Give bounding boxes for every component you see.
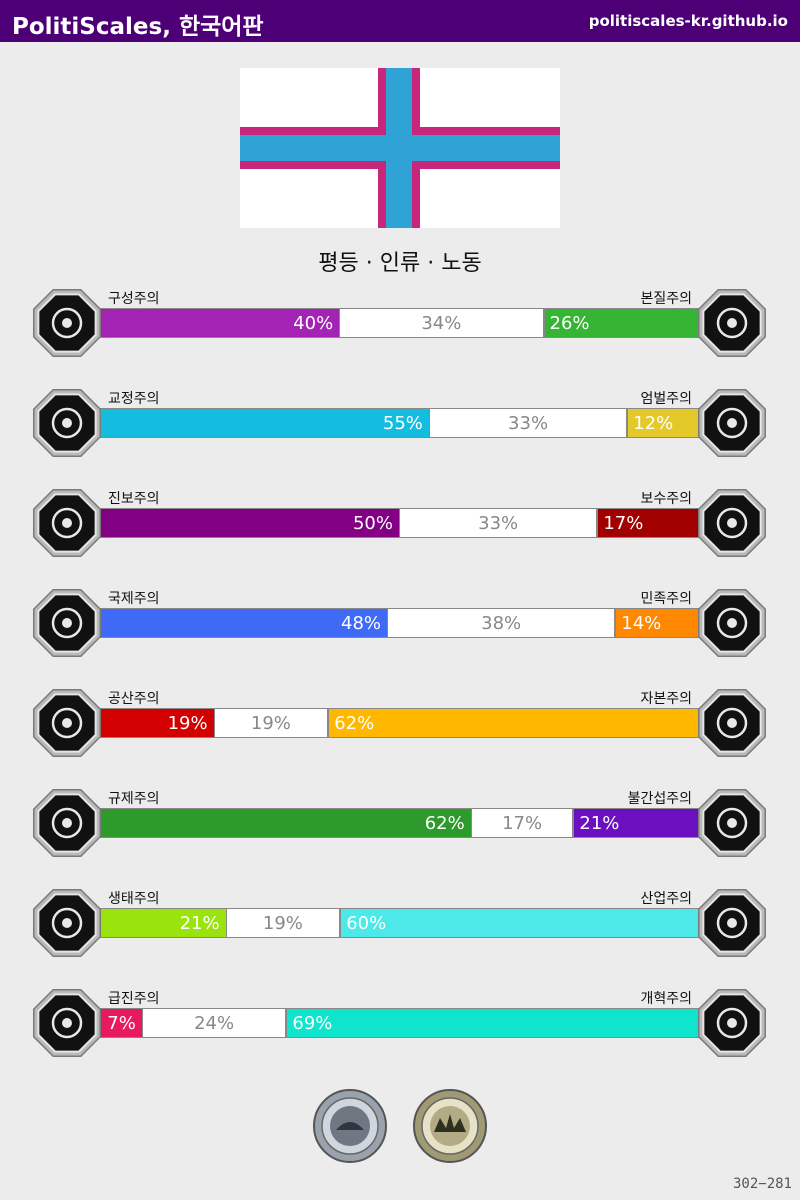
axis-right-segment: 14% <box>615 609 699 637</box>
ideology-title: 평등 · 인류 · 노동 <box>318 251 482 276</box>
handshake-icon <box>30 386 104 460</box>
app-header: PolitiScales, 한국어판 politiscales-kr.githu… <box>0 0 800 42</box>
axis-left-segment: 50% <box>101 509 400 537</box>
axis-right-segment: 17% <box>597 509 699 537</box>
axis-row: 공산주의 자본주의 19% 19% 62% <box>0 688 800 768</box>
gold-medal-icon <box>413 1089 487 1163</box>
axis-middle-segment: 34% <box>340 309 544 337</box>
axis-row: 진보주의 보수주의 50% 33% 17% <box>0 488 800 568</box>
axis-left-segment: 48% <box>101 609 389 637</box>
globe-icon <box>30 586 104 660</box>
axis-middle-segment: 19% <box>214 709 329 737</box>
axis-left-label: 교정주의 <box>108 391 160 407</box>
axis-left-label: 공산주의 <box>108 691 160 707</box>
site-url-link[interactable]: politiscales-kr.github.io <box>588 12 788 30</box>
fist-icon <box>30 986 104 1060</box>
axis-middle-segment: 17% <box>471 809 574 837</box>
axis-right-label: 불간섭주의 <box>627 791 692 807</box>
axis-middle-segment: 24% <box>142 1009 287 1037</box>
axis-right-segment: 62% <box>328 709 699 737</box>
axis-right-label: 민족주의 <box>640 591 692 607</box>
axis-right-segment: 26% <box>543 309 699 337</box>
result-code: 302−281 <box>732 1176 792 1192</box>
axis-left-segment: 62% <box>101 809 472 837</box>
axis-middle-segment: 19% <box>226 909 341 937</box>
axis-right-segment: 12% <box>627 409 699 437</box>
axis-left-segment: 19% <box>101 709 215 737</box>
silver-medal-icon <box>313 1089 387 1163</box>
axis-bar: 21% 19% 60% <box>100 908 700 938</box>
axis-left-segment: 40% <box>101 309 341 337</box>
sprout-icon <box>30 886 104 960</box>
axis-right-label: 자본주의 <box>640 691 692 707</box>
axis-row: 국제주의 민족주의 48% 38% 14% <box>0 588 800 668</box>
axis-row: 구성주의 본질주의 40% 34% 26% <box>0 288 800 368</box>
axis-left-label: 생태주의 <box>108 891 160 907</box>
money-bag-icon <box>695 686 769 760</box>
axis-bar: 48% 38% 14% <box>100 608 700 638</box>
axis-left-label: 구성주의 <box>108 291 160 307</box>
flower-icon <box>695 286 769 360</box>
axis-row: 교정주의 엄벌주의 55% 33% 12% <box>0 388 800 468</box>
axis-right-label: 엄벌주의 <box>640 391 692 407</box>
app-title: PolitiScales, 한국어판 <box>12 14 264 40</box>
axis-right-label: 본질주의 <box>640 291 692 307</box>
axis-right-label: 산업주의 <box>640 891 692 907</box>
flag-cross-horizontal <box>240 135 560 161</box>
axis-middle-segment: 38% <box>388 609 616 637</box>
axis-left-segment: 7% <box>101 1009 143 1037</box>
axis-row: 생태주의 산업주의 21% 19% 60% <box>0 888 800 968</box>
axis-bar: 40% 34% 26% <box>100 308 700 338</box>
axis-right-label: 보수주의 <box>640 491 692 507</box>
medals <box>313 1089 487 1163</box>
axis-middle-segment: 33% <box>400 509 598 537</box>
axis-bar: 7% 24% 69% <box>100 1008 700 1038</box>
axis-right-label: 개혁주의 <box>640 991 692 1007</box>
ballot-box-icon <box>695 986 769 1060</box>
axis-row: 규제주의 불간섭주의 62% 17% 21% <box>0 788 800 868</box>
quill-pen-icon <box>695 486 769 560</box>
axis-middle-segment: 33% <box>429 409 628 437</box>
axis-left-label: 규제주의 <box>108 791 160 807</box>
hammer-sickle-icon <box>30 686 104 760</box>
gear-icon <box>695 886 769 960</box>
prison-bars-icon <box>695 386 769 460</box>
result-flag <box>240 68 560 228</box>
axis-left-label: 국제주의 <box>108 591 160 607</box>
axis-right-segment: 60% <box>340 909 699 937</box>
axis-left-segment: 21% <box>101 909 227 937</box>
axis-row: 급진주의 개혁주의 7% 24% 69% <box>0 988 800 1068</box>
axis-right-segment: 21% <box>573 809 699 837</box>
axis-left-segment: 55% <box>101 409 430 437</box>
axis-bar: 55% 33% 12% <box>100 408 700 438</box>
flag-icon <box>695 586 769 660</box>
eye-icon <box>30 286 104 360</box>
butterfly-icon <box>695 786 769 860</box>
ruler-icon <box>30 786 104 860</box>
axis-left-label: 진보주의 <box>108 491 160 507</box>
axis-bar: 62% 17% 21% <box>100 808 700 838</box>
axis-left-label: 급진주의 <box>108 991 160 1007</box>
comet-icon <box>30 486 104 560</box>
axis-bar: 50% 33% 17% <box>100 508 700 538</box>
axis-bar: 19% 19% 62% <box>100 708 700 738</box>
axis-right-segment: 69% <box>286 1009 699 1037</box>
